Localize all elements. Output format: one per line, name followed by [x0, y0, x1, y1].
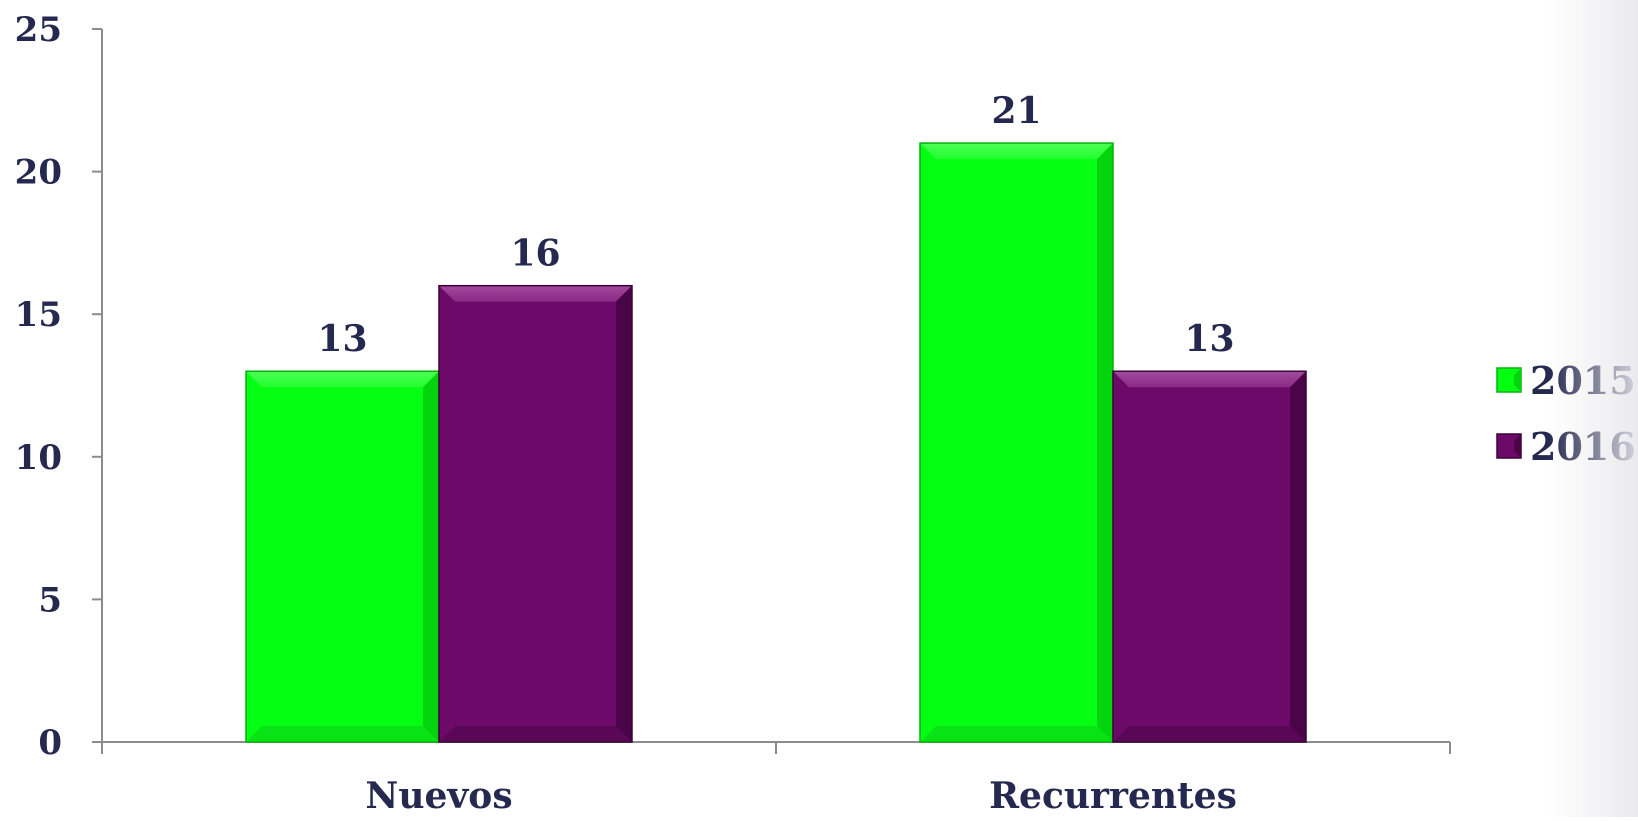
- bar-bevel-top: [439, 285, 632, 302]
- bar-bevel-bottom: [246, 726, 439, 742]
- data-label: 16: [510, 233, 560, 275]
- bar-bevel-right: [616, 285, 632, 742]
- bar-bevel-top: [246, 371, 439, 388]
- bar-outline: [438, 284, 633, 743]
- bar-bevel-top: [920, 143, 1113, 160]
- legend-swatch-bevel: [1514, 434, 1521, 458]
- x-tick-label: Nuevos: [365, 775, 512, 817]
- data-label: 21: [991, 90, 1041, 132]
- bar-face: [1113, 371, 1306, 742]
- y-tick-label: 15: [15, 295, 62, 335]
- bar-2015-nuevos: [245, 370, 440, 743]
- axes: 0 5 10 15 20 25 Nuevos Recurrentes: [15, 10, 1451, 817]
- edge-shade: [1548, 0, 1638, 817]
- data-label: 13: [1184, 318, 1234, 360]
- bar-2015-recurrentes: [919, 142, 1114, 743]
- bar-bevel-right: [423, 371, 439, 742]
- bar-bevel-bottom: [1113, 726, 1306, 742]
- y-tick-label: 20: [15, 153, 62, 193]
- bar-bevel-bottom: [439, 726, 632, 742]
- bars: [245, 142, 1307, 743]
- legend-swatch-bevel: [1514, 368, 1521, 392]
- x-tick-label: Recurrentes: [989, 775, 1237, 817]
- y-tick-label: 0: [38, 723, 62, 763]
- bar-bevel-top: [1113, 371, 1306, 388]
- bar-bevel-right: [1097, 143, 1113, 742]
- y-tick-label: 5: [38, 580, 62, 620]
- bar-face: [246, 371, 439, 742]
- bar-bevel-bottom: [920, 726, 1113, 742]
- bar-2016-recurrentes: [1112, 370, 1307, 743]
- bar-face: [439, 285, 632, 742]
- data-labels: 13 21 16 13: [317, 90, 1234, 360]
- bar-2016-nuevos: [438, 284, 633, 743]
- bar-bevel-right: [1290, 371, 1306, 742]
- data-label: 13: [317, 318, 367, 360]
- bar-face: [920, 143, 1113, 742]
- bar-outline: [1112, 370, 1307, 743]
- y-tick-label: 10: [15, 438, 62, 478]
- y-tick-label: 25: [15, 10, 62, 50]
